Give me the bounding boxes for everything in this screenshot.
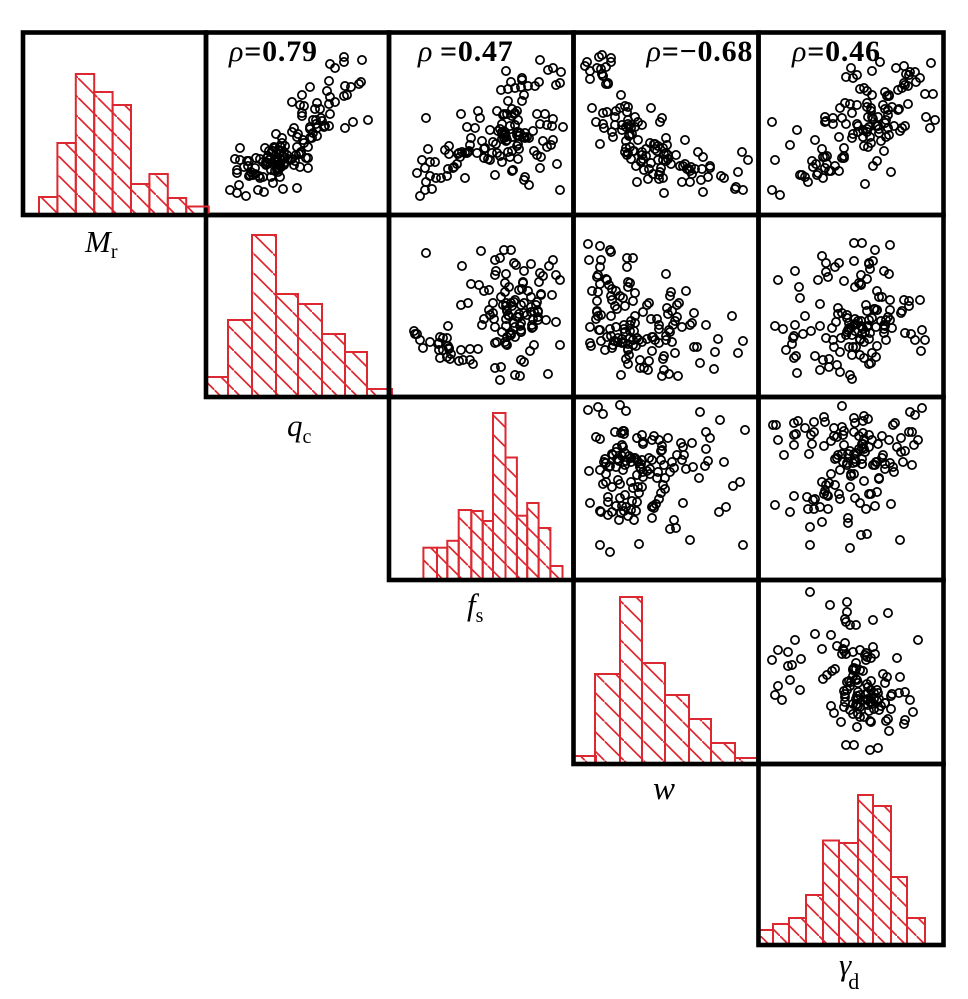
svg-text:ρ =0.47: ρ =0.47 bbox=[417, 35, 514, 68]
svg-text:w: w bbox=[653, 771, 675, 807]
svg-text:ρ=−0.68: ρ=−0.68 bbox=[646, 35, 754, 68]
svg-text:ρ=0.79: ρ=0.79 bbox=[228, 35, 318, 68]
svg-text:ρ=0.46: ρ=0.46 bbox=[791, 35, 881, 68]
